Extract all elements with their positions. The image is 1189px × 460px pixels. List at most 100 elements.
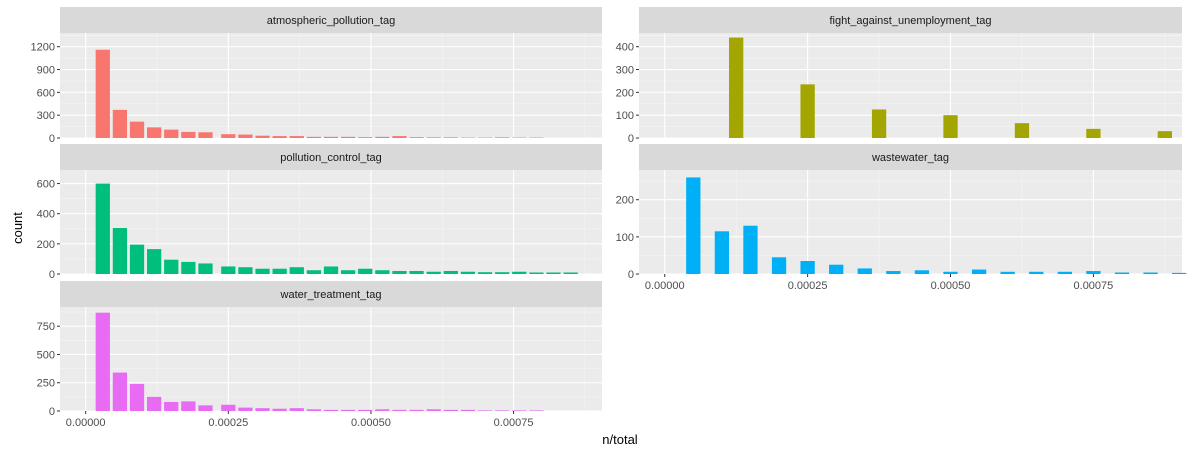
histogram-bar <box>461 410 475 411</box>
histogram-bar <box>1029 272 1043 274</box>
histogram-bar <box>238 267 252 274</box>
y-tick-label: 600 <box>37 87 55 99</box>
histogram-bar <box>972 270 986 274</box>
x-tick-label: 0.00000 <box>645 280 685 292</box>
histogram-bar <box>96 184 110 274</box>
y-axis-title: count <box>10 212 25 244</box>
histogram-bar <box>478 272 492 274</box>
histogram-bar <box>147 127 161 138</box>
histogram-bar <box>130 122 144 138</box>
histogram-bar <box>198 405 212 411</box>
histogram-bar <box>181 401 195 411</box>
histogram-bar <box>392 136 406 138</box>
histogram-bar <box>1015 123 1029 138</box>
x-tick-label: 0.00075 <box>1074 280 1114 292</box>
y-tick-label: 300 <box>37 110 55 122</box>
panel-background <box>639 33 1182 138</box>
histogram-bar <box>130 384 144 411</box>
histogram-bar <box>529 272 543 274</box>
histogram-bar <box>164 260 178 274</box>
histogram-bar <box>563 272 577 274</box>
x-tick-label: 0.00025 <box>788 280 828 292</box>
histogram-bar <box>255 408 269 411</box>
histogram-bar <box>772 257 786 274</box>
facet-strip-label: wastewater_tag <box>871 152 949 164</box>
histogram-bar <box>409 137 423 138</box>
y-tick-label: 200 <box>616 195 634 207</box>
histogram-bar <box>255 269 269 274</box>
histogram-bar <box>341 137 355 138</box>
histogram-bar <box>1143 273 1157 274</box>
histogram-bar <box>324 266 338 274</box>
histogram-bar <box>221 266 235 274</box>
histogram-bar <box>375 137 389 138</box>
histogram-bar <box>915 270 929 274</box>
y-tick-label: 0 <box>49 133 55 145</box>
x-tick-label: 0.00025 <box>208 417 248 429</box>
histogram-bar <box>324 410 338 411</box>
histogram-bar <box>164 402 178 411</box>
y-tick-label: 1200 <box>31 42 55 54</box>
histogram-bar <box>943 115 957 138</box>
facet-strip-label: water_treatment_tag <box>280 289 382 301</box>
histogram-bar <box>686 177 700 274</box>
y-tick-label: 200 <box>616 87 634 99</box>
histogram-bar <box>198 263 212 274</box>
histogram-bar <box>444 271 458 274</box>
histogram-bar <box>1086 271 1100 274</box>
histogram-bar <box>358 410 372 411</box>
y-tick-label: 400 <box>37 209 55 221</box>
facet-strip-label: fight_against_unemployment_tag <box>829 15 991 27</box>
histogram-bar <box>221 134 235 138</box>
histogram-bar <box>872 109 886 138</box>
histogram-bar <box>341 270 355 274</box>
histogram-bar <box>427 137 441 138</box>
histogram-bar <box>495 272 509 274</box>
histogram-bar <box>307 409 321 411</box>
y-tick-label: 400 <box>616 42 634 54</box>
histogram-bar <box>290 408 304 411</box>
histogram-bar <box>358 137 372 138</box>
histogram-bar <box>273 136 287 138</box>
histogram-bar <box>273 269 287 274</box>
y-tick-label: 250 <box>37 378 55 390</box>
histogram-bar <box>409 410 423 411</box>
histogram-bar <box>375 270 389 274</box>
histogram-bar <box>800 84 814 138</box>
histogram-bar <box>113 373 127 411</box>
histogram-bar <box>495 137 509 138</box>
histogram-bar <box>529 410 543 411</box>
histogram-bar <box>147 397 161 411</box>
histogram-bar <box>307 270 321 274</box>
histogram-bar <box>1058 272 1072 274</box>
x-tick-label: 0.00050 <box>931 280 971 292</box>
histogram-bar <box>1172 273 1186 274</box>
histogram-bar <box>130 245 144 274</box>
histogram-bar <box>512 410 526 411</box>
histogram-bar <box>546 272 560 274</box>
y-tick-label: 0 <box>49 269 55 281</box>
histogram-bar <box>1001 272 1015 274</box>
histogram-bar <box>255 136 269 138</box>
histogram-bar <box>715 231 729 274</box>
y-tick-label: 0 <box>49 406 55 418</box>
histogram-bar <box>341 410 355 411</box>
x-tick-label: 0.00075 <box>494 417 534 429</box>
y-tick-label: 200 <box>37 239 55 251</box>
histogram-bar <box>181 132 195 138</box>
histogram-bar <box>461 272 475 274</box>
histogram-bar <box>96 313 110 411</box>
histogram-bar <box>164 130 178 138</box>
histogram-bar <box>290 136 304 138</box>
histogram-bar <box>238 408 252 411</box>
histogram-bar <box>829 265 843 274</box>
histogram-bar <box>1115 273 1129 274</box>
y-tick-label: 600 <box>37 179 55 191</box>
y-tick-label: 0 <box>628 269 634 281</box>
histogram-bar <box>886 271 900 274</box>
histogram-bar <box>181 262 195 274</box>
histogram-bar <box>478 410 492 411</box>
histogram-bar <box>96 50 110 138</box>
histogram-bar <box>238 135 252 138</box>
